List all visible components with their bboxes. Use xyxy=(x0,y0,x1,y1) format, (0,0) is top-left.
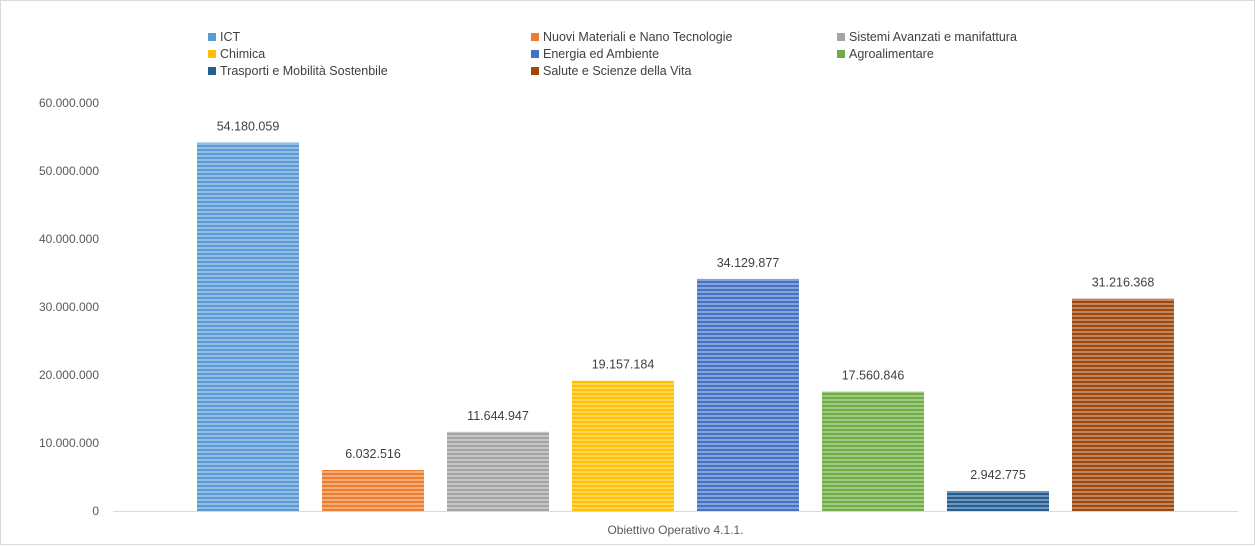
legend-swatch-ict xyxy=(208,33,216,41)
legend-swatch-chimica xyxy=(208,50,216,58)
bar-salute-e-scienze-della-vita xyxy=(1072,298,1174,511)
bar-nuovi-materiali-e-nano-tecnologie xyxy=(322,469,424,511)
bar-energia-ed-ambiente xyxy=(697,278,799,511)
y-tick-label: 40.000.000 xyxy=(39,232,99,246)
y-tick-label: 50.000.000 xyxy=(39,164,99,178)
legend-swatch-salute-e-scienze-della-vita xyxy=(531,67,539,75)
data-labels: 54.180.059 6.032.516 11.644.947 19.157.184 3… xyxy=(217,120,1155,482)
legend: ICT Nuovi Materiali e Nano Tecnologie Sist… xyxy=(208,30,1017,78)
bar-trasporti-e-mobilita-sostenbile xyxy=(947,490,1049,511)
legend-label-trasporti-e-mobilita-sostenbile: Trasporti e Mobilità Sostenbile xyxy=(220,64,388,78)
legend-swatch-energia-ed-ambiente xyxy=(531,50,539,58)
x-category-label: Obiettivo Operativo 4.1.1. xyxy=(607,523,743,537)
y-tick-label: 0 xyxy=(92,504,99,518)
data-label-salute-e-scienze-della-vita: 31.216.368 xyxy=(1092,276,1155,290)
bars xyxy=(197,142,1174,511)
legend-swatch-trasporti-e-mobilita-sostenbile xyxy=(208,67,216,75)
y-tick-label: 30.000.000 xyxy=(39,300,99,314)
y-tick-label: 10.000.000 xyxy=(39,436,99,450)
bar-sistemi-avanzati-e-manifattura xyxy=(447,431,549,511)
legend-label-nuovi-materiali-e-nano-tecnologie: Nuovi Materiali e Nano Tecnologie xyxy=(543,30,733,44)
data-label-ict: 54.180.059 xyxy=(217,120,280,134)
data-label-trasporti-e-mobilita-sostenbile: 2.942.775 xyxy=(970,468,1026,482)
y-tick-label: 60.000.000 xyxy=(39,96,99,110)
bar-ict xyxy=(197,142,299,511)
legend-label-energia-ed-ambiente: Energia ed Ambiente xyxy=(543,47,659,61)
legend-label-chimica: Chimica xyxy=(220,47,265,61)
legend-swatch-agroalimentare xyxy=(837,50,845,58)
legend-swatch-sistemi-avanzati-e-manifattura xyxy=(837,33,845,41)
y-axis: 0 10.000.000 20.000.000 30.000.000 40.000.00… xyxy=(39,96,99,518)
legend-label-agroalimentare: Agroalimentare xyxy=(849,47,934,61)
legend-label-ict: ICT xyxy=(220,30,241,44)
legend-label-salute-e-scienze-della-vita: Salute e Scienze della Vita xyxy=(543,64,692,78)
data-label-energia-ed-ambiente: 34.129.877 xyxy=(717,256,780,270)
data-label-chimica: 19.157.184 xyxy=(592,358,655,372)
x-axis: Obiettivo Operativo 4.1.1. xyxy=(113,511,1238,537)
legend-label-sistemi-avanzati-e-manifattura: Sistemi Avanzati e manifattura xyxy=(849,30,1017,44)
bar-agroalimentare xyxy=(822,391,924,511)
data-label-agroalimentare: 17.560.846 xyxy=(842,369,905,383)
data-label-nuovi-materiali-e-nano-tecnologie: 6.032.516 xyxy=(345,447,401,461)
data-label-sistemi-avanzati-e-manifattura: 11.644.947 xyxy=(467,409,529,423)
bar-chimica xyxy=(572,380,674,511)
y-tick-label: 20.000.000 xyxy=(39,368,99,382)
legend-swatch-nuovi-materiali-e-nano-tecnologie xyxy=(531,33,539,41)
